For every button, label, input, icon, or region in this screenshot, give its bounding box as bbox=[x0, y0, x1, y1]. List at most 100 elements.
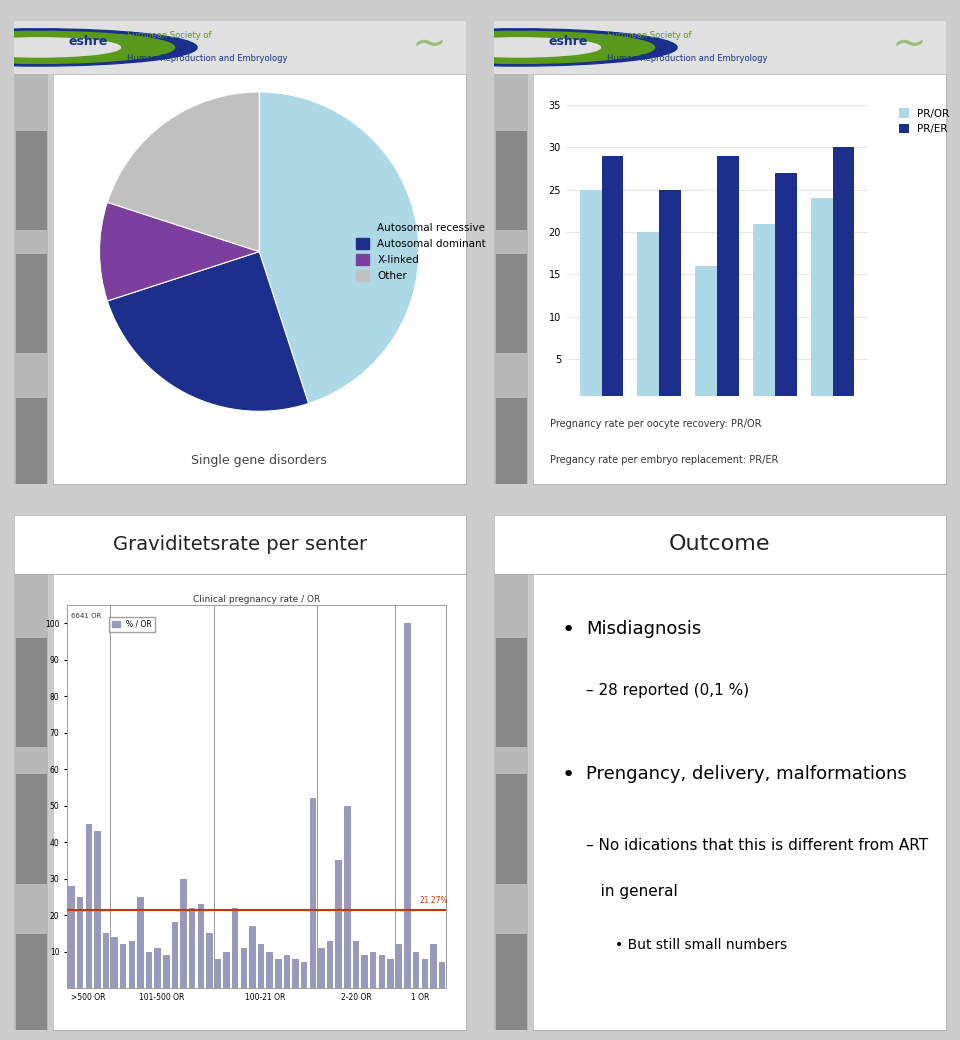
Bar bbox=[77, 896, 84, 988]
Bar bbox=[94, 831, 101, 988]
Bar bbox=[172, 922, 179, 988]
Text: European Society of: European Society of bbox=[127, 31, 212, 41]
Bar bbox=[660, 189, 682, 401]
Circle shape bbox=[361, 29, 677, 66]
Circle shape bbox=[0, 534, 120, 555]
Text: •: • bbox=[562, 765, 575, 785]
Text: Graviditetsrate per senter: Graviditetsrate per senter bbox=[113, 535, 367, 554]
Wedge shape bbox=[259, 92, 419, 404]
Bar bbox=[580, 189, 602, 401]
Bar bbox=[753, 224, 775, 401]
Bar bbox=[430, 944, 437, 988]
Text: in general: in general bbox=[587, 884, 678, 899]
Circle shape bbox=[0, 37, 120, 57]
FancyBboxPatch shape bbox=[15, 397, 47, 496]
FancyBboxPatch shape bbox=[495, 397, 527, 496]
Text: Human Reproduction and Embryology: Human Reproduction and Embryology bbox=[127, 552, 288, 561]
Legend: PR/OR, PR/ER: PR/OR, PR/ER bbox=[895, 104, 953, 138]
Bar bbox=[301, 962, 307, 988]
Wedge shape bbox=[108, 252, 308, 411]
Text: Human Reproduction and Embryology: Human Reproduction and Embryology bbox=[608, 53, 768, 62]
Bar bbox=[189, 908, 196, 988]
Bar bbox=[155, 947, 161, 988]
Text: •: • bbox=[562, 620, 575, 640]
Text: Prengancy, delivery, malformations: Prengancy, delivery, malformations bbox=[587, 765, 907, 783]
Bar bbox=[258, 944, 264, 988]
Text: Human Reproduction and Embryology: Human Reproduction and Embryology bbox=[127, 53, 288, 62]
FancyBboxPatch shape bbox=[15, 934, 47, 1040]
Bar bbox=[198, 904, 204, 988]
FancyBboxPatch shape bbox=[495, 638, 527, 747]
Bar bbox=[832, 148, 854, 401]
Wedge shape bbox=[100, 202, 259, 301]
Text: ~: ~ bbox=[892, 520, 926, 563]
Bar bbox=[267, 952, 273, 988]
Bar bbox=[103, 933, 109, 988]
Bar bbox=[309, 799, 316, 988]
Text: • But still small numbers: • But still small numbers bbox=[615, 938, 787, 953]
Bar bbox=[163, 955, 170, 988]
FancyBboxPatch shape bbox=[15, 254, 47, 353]
Bar bbox=[146, 952, 153, 988]
Text: ~: ~ bbox=[412, 520, 446, 563]
Bar bbox=[284, 955, 290, 988]
Bar bbox=[215, 959, 221, 988]
Bar bbox=[111, 937, 118, 988]
Bar bbox=[344, 806, 350, 988]
Bar bbox=[276, 959, 281, 988]
Wedge shape bbox=[108, 92, 259, 252]
Text: 21.27%: 21.27% bbox=[420, 896, 448, 905]
Text: European Society of: European Society of bbox=[608, 31, 692, 41]
Bar bbox=[293, 959, 299, 988]
Text: eshre: eshre bbox=[68, 530, 108, 544]
Text: 6641 OR: 6641 OR bbox=[71, 613, 101, 619]
Bar bbox=[326, 940, 333, 988]
FancyBboxPatch shape bbox=[15, 131, 47, 230]
Bar bbox=[180, 879, 187, 988]
Circle shape bbox=[438, 534, 600, 555]
Bar bbox=[335, 860, 342, 988]
Bar bbox=[637, 232, 660, 401]
Bar bbox=[396, 944, 402, 988]
Title: Clinical pregnancy rate / OR: Clinical pregnancy rate / OR bbox=[193, 596, 321, 604]
Text: Misdiagnosis: Misdiagnosis bbox=[587, 620, 702, 638]
FancyBboxPatch shape bbox=[495, 934, 527, 1040]
Legend: Autosomal recessive, Autosomal dominant, X-linked, Other: Autosomal recessive, Autosomal dominant,… bbox=[352, 218, 491, 285]
Bar bbox=[387, 959, 394, 988]
Text: European Society of: European Society of bbox=[127, 527, 212, 536]
Bar bbox=[404, 623, 411, 988]
Bar bbox=[129, 940, 135, 988]
Circle shape bbox=[0, 29, 197, 66]
Bar bbox=[370, 952, 376, 988]
FancyBboxPatch shape bbox=[15, 775, 47, 884]
Bar bbox=[137, 896, 144, 988]
Circle shape bbox=[438, 37, 600, 57]
Bar bbox=[421, 959, 428, 988]
Text: European Society of: European Society of bbox=[608, 527, 692, 536]
Bar bbox=[378, 955, 385, 988]
Bar bbox=[206, 933, 212, 988]
Text: Human Reproduction and Embryology: Human Reproduction and Embryology bbox=[608, 552, 768, 561]
Bar bbox=[439, 962, 445, 988]
Bar bbox=[602, 156, 623, 401]
Text: eshre: eshre bbox=[548, 530, 588, 544]
FancyBboxPatch shape bbox=[495, 254, 527, 353]
Bar bbox=[361, 955, 368, 988]
Bar bbox=[352, 940, 359, 988]
Bar bbox=[250, 926, 255, 988]
Text: eshre: eshre bbox=[548, 34, 588, 48]
Text: Single gene disorders: Single gene disorders bbox=[191, 454, 327, 467]
Bar bbox=[413, 952, 420, 988]
FancyBboxPatch shape bbox=[495, 131, 527, 230]
Circle shape bbox=[0, 524, 197, 565]
Text: ~: ~ bbox=[412, 24, 446, 66]
Text: Pregnancy rate per oocyte recovery: PR/OR: Pregnancy rate per oocyte recovery: PR/O… bbox=[550, 419, 761, 430]
Text: ~: ~ bbox=[892, 24, 926, 66]
Text: Pregancy rate per embryo replacement: PR/ER: Pregancy rate per embryo replacement: PR… bbox=[550, 456, 778, 466]
Bar bbox=[241, 947, 247, 988]
Text: – 28 reported (0,1 %): – 28 reported (0,1 %) bbox=[587, 683, 750, 698]
Bar bbox=[85, 824, 92, 988]
Circle shape bbox=[0, 526, 175, 563]
Circle shape bbox=[0, 31, 175, 63]
Bar bbox=[318, 947, 324, 988]
